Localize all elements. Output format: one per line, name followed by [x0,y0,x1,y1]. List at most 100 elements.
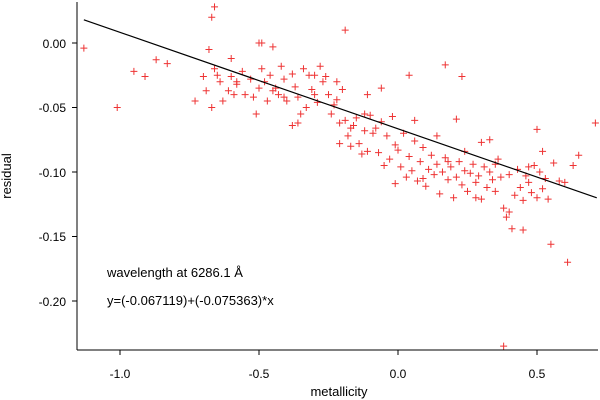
data-point [333,96,341,104]
y-tick-label-3: -0.15 [39,230,67,244]
data-point [505,171,513,179]
x-axis-title: metallicity [310,384,368,399]
data-point [191,97,199,105]
fit-line [83,19,597,199]
data-point [569,162,577,170]
data-point [316,62,324,70]
y-tick-label-0: 0.00 [43,37,67,51]
data-point [302,104,310,111]
data-point [213,71,221,79]
data-point [469,160,477,168]
data-point [283,97,291,105]
data-point [269,43,277,51]
data-point [277,62,285,70]
data-point [347,124,355,132]
data-point [238,67,246,75]
data-point [419,143,427,151]
data-point [202,87,210,95]
data-point [525,163,533,171]
data-point [366,111,374,119]
data-point [341,116,349,124]
data-point [291,83,299,91]
data-point [363,91,371,99]
data-point [319,78,327,86]
data-point [455,158,463,166]
data-point [266,71,274,79]
x-tick-label-1: -0.5 [249,367,270,381]
data-point [313,98,321,106]
data-point [477,195,485,203]
data-point [130,67,138,75]
data-point [336,119,344,127]
data-point [516,183,524,191]
data-point [297,110,305,118]
x-tick-label-2: 0.0 [390,367,407,381]
data-point [274,91,282,99]
data-point [352,114,360,122]
data-point [447,163,455,171]
data-point [372,124,380,132]
data-point [405,71,413,79]
data-point [383,132,391,140]
data-point [258,39,266,47]
data-point [416,158,424,166]
data-point [472,194,480,202]
data-point [341,26,349,34]
data-point [466,169,474,177]
data-point [333,78,341,86]
data-point [294,93,302,101]
data-point [249,93,257,101]
data-point [311,91,319,99]
data-point [199,73,207,81]
data-point [550,159,558,167]
data-point [511,191,519,199]
data-point [530,162,538,170]
data-point [255,84,263,92]
data-point [547,240,555,248]
data-point [80,44,88,52]
data-point [327,110,335,118]
data-point [163,60,171,68]
y-tick-label-1: -0.05 [39,101,67,115]
y-tick-label-2: -0.10 [39,166,67,180]
data-point [461,167,469,175]
data-point [380,162,388,170]
data-point [411,116,419,124]
data-point [430,171,438,179]
data-point [227,54,235,62]
data-point [477,138,485,146]
data-point [486,136,494,144]
data-point [452,115,460,123]
data-point [525,178,533,186]
data-point [247,75,255,83]
data-point [413,177,421,185]
data-point [288,70,296,78]
data-point [358,150,366,158]
data-point [539,147,547,155]
data-point [508,225,516,233]
axis-ticks [72,42,538,355]
data-point [152,56,160,64]
data-point [211,65,219,73]
data-point [441,154,449,162]
data-point [388,113,396,121]
data-point [533,125,541,133]
data-point [450,194,458,202]
data-point [322,73,330,81]
data-point [227,73,235,81]
data-point [397,163,405,171]
data-point [475,172,483,180]
data-point [555,177,563,185]
data-point [299,65,307,73]
data-point [224,87,232,95]
data-point [230,91,238,99]
data-point [405,153,413,161]
data-point [441,61,449,69]
data-point [211,3,219,11]
data-point [263,97,271,105]
data-point [391,180,399,188]
data-point [422,182,430,190]
data-point [241,91,249,99]
data-point [208,13,216,21]
